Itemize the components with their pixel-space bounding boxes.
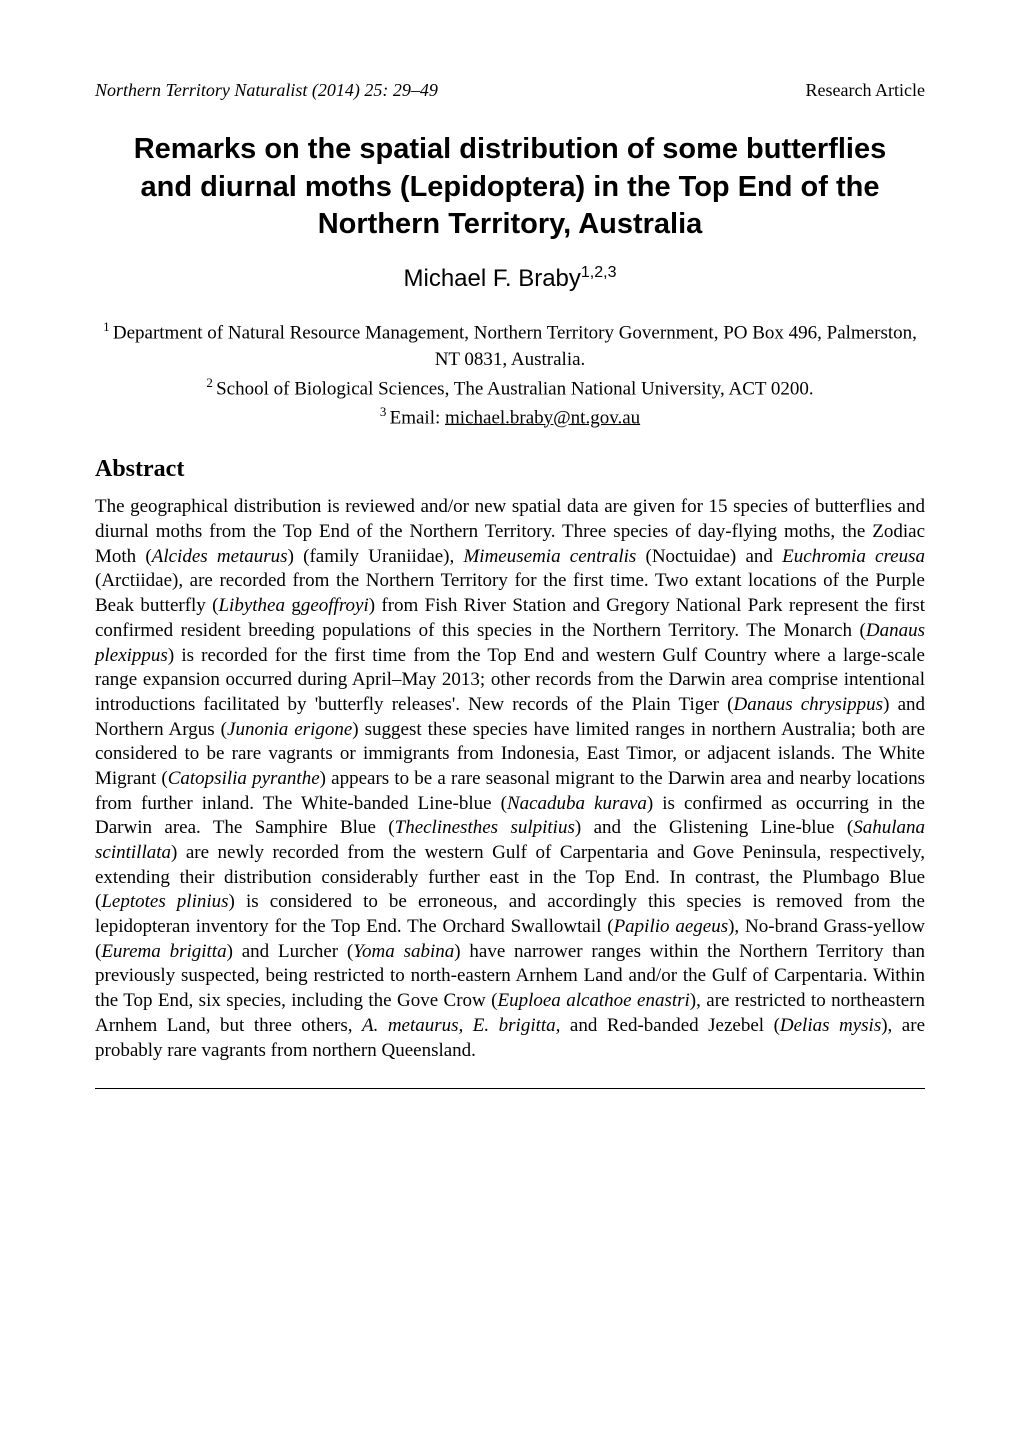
species-name: Papilio aegeus <box>614 916 729 937</box>
species-name: Yoma sabina <box>353 941 454 962</box>
horizontal-divider <box>95 1088 925 1089</box>
species-name: A. metaurus, E. brigitta, <box>362 1015 560 1036</box>
journal-name: Northern Territory Naturalist <box>95 80 307 100</box>
species-name: Delias mysis <box>780 1015 881 1036</box>
aff2-text: School of Biological Sciences, The Austr… <box>216 378 814 399</box>
author-name: Michael F. Braby <box>404 265 581 292</box>
article-type: Research Article <box>806 80 925 101</box>
aff2-super: 2 <box>206 375 216 390</box>
citation-info: (2014) 25: 29–49 <box>307 80 437 100</box>
species-name: Leptotes plinius <box>101 891 228 912</box>
abstract-text-segment: and Red-banded Jezebel ( <box>560 1015 779 1036</box>
journal-citation: Northern Territory Naturalist (2014) 25:… <box>95 80 438 101</box>
abstract-body: The geographical distribution is reviewe… <box>95 495 925 1063</box>
abstract-text-segment: g <box>291 595 301 616</box>
abstract-text-segment: (Noctuidae) and <box>636 546 782 567</box>
species-name: Euchromia creusa <box>782 546 925 567</box>
species-name: Eurema brigitta <box>101 941 226 962</box>
abstract-heading: Abstract <box>95 456 925 483</box>
species-name: Alcides metaurus <box>152 546 288 567</box>
species-name: Euploea alcathoe enastri <box>497 990 689 1011</box>
abstract-text-segment: ) and the Glistening Line-blue ( <box>575 817 853 838</box>
author-line: Michael F. Braby1,2,3 <box>95 264 925 293</box>
aff3-super: 3 <box>380 404 390 419</box>
species-name: Libythea <box>218 595 291 616</box>
author-email: michael.braby@nt.gov.au <box>445 407 640 428</box>
species-name: geoffroyi <box>301 595 369 616</box>
species-name: Junonia erigone <box>227 719 352 740</box>
species-name: Mimeusemia centralis <box>463 546 636 567</box>
article-title: Remarks on the spatial distribution of s… <box>95 131 925 244</box>
page-header: Northern Territory Naturalist (2014) 25:… <box>95 80 925 101</box>
species-name: Danaus chrysippus <box>733 694 883 715</box>
aff1-text: Department of Natural Resource Managemen… <box>113 322 917 370</box>
species-name: Theclinesthes sulpitius <box>395 817 575 838</box>
author-superscript: 1,2,3 <box>581 264 617 281</box>
affiliations-block: 1 Department of Natural Resource Managem… <box>95 318 925 431</box>
abstract-text-segment: ) (family Uraniidae), <box>288 546 464 567</box>
aff3-prefix: Email: <box>390 407 445 428</box>
aff1-super: 1 <box>103 319 113 334</box>
species-name: Catopsilia pyranthe <box>168 768 320 789</box>
species-name: Nacaduba kurava <box>507 793 647 814</box>
abstract-text-segment: ) and Lurcher ( <box>227 941 354 962</box>
